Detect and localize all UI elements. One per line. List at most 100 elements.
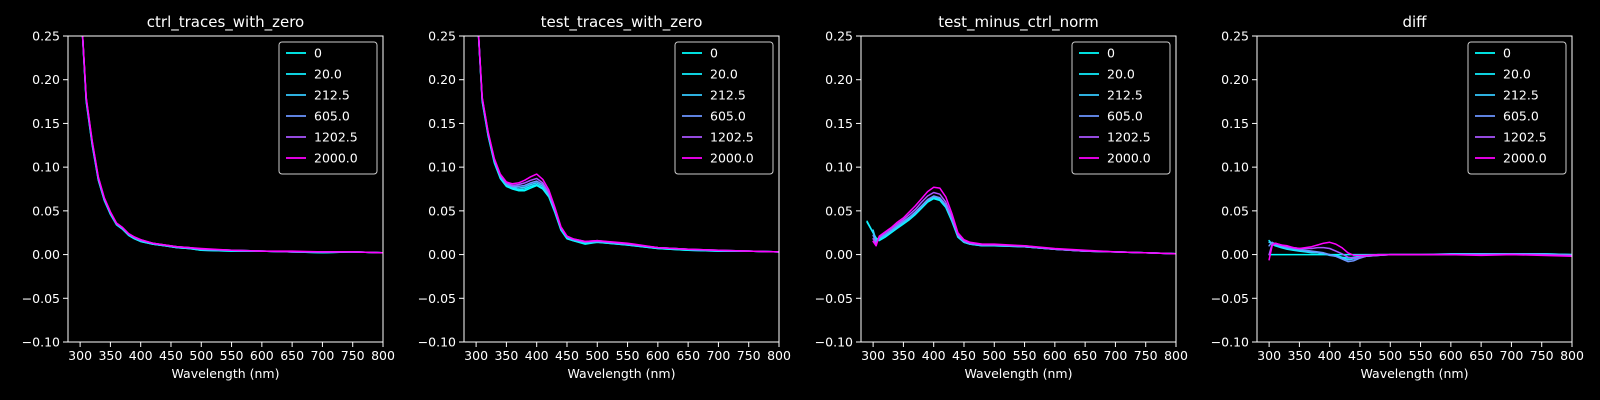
x-tick-label: 600 (646, 348, 670, 363)
y-tick-label: 0.15 (1221, 116, 1249, 131)
y-tick-label: 0.05 (32, 203, 60, 218)
chart-title: ctrl_traces_with_zero (147, 13, 304, 32)
x-tick-label: 650 (1469, 348, 1493, 363)
chart-panel-2: 300 350 400 450 500 550 600 650 700 750 800 −0.10 −0… (418, 13, 791, 381)
series-group (1268, 239, 1572, 263)
x-tick-label: 400 (129, 348, 153, 363)
x-axis-label: Wavelength (nm) (965, 366, 1073, 381)
legend-label: 20.0 (1107, 67, 1135, 82)
legend-label: 2000.0 (1107, 151, 1151, 166)
y-tick-label: 0.25 (1221, 29, 1249, 44)
legend-label: 212.5 (1503, 88, 1539, 103)
axes-frame (1256, 35, 1573, 343)
y-tick-label: −0.05 (1211, 291, 1249, 306)
x-tick-label: 450 (952, 348, 976, 363)
legend-label: 605.0 (1503, 109, 1539, 124)
x-tick-label: 650 (1073, 348, 1097, 363)
legend: 0 20.0 212.5 605.0 1202.5 2000.0 (674, 41, 774, 175)
legend: 0 20.0 212.5 605.0 1202.5 2000.0 (1467, 41, 1567, 175)
legend-label: 2000.0 (710, 151, 754, 166)
y-tick-label: −0.10 (22, 335, 60, 350)
x-tick-label: 300 (861, 348, 885, 363)
x-tick-label: 750 (341, 348, 365, 363)
x-tick-label: 600 (250, 348, 274, 363)
y-tick-label: 0.20 (32, 72, 60, 87)
x-tick-label: 650 (280, 348, 304, 363)
axes-frame (463, 35, 780, 343)
y-tick-label: 0.00 (825, 247, 853, 262)
y-tick-label: 0.20 (825, 72, 853, 87)
x-tick-label: 550 (220, 348, 244, 363)
x-tick-label: 450 (1348, 348, 1372, 363)
x-tick-label: 550 (1013, 348, 1037, 363)
x-tick-label: 800 (767, 348, 791, 363)
legend-box (674, 41, 774, 175)
x-tick-label: 800 (1164, 348, 1188, 363)
y-tick-label: 0.10 (428, 160, 456, 175)
x-tick-label: 350 (891, 348, 915, 363)
x-tick-label: 500 (982, 348, 1006, 363)
x-tick-label: 500 (585, 348, 609, 363)
x-tick-label: 450 (555, 348, 579, 363)
x-tick-label: 450 (159, 348, 183, 363)
legend-box (1071, 41, 1171, 175)
legend-label: 0 (1107, 46, 1115, 61)
chart-panel-1: 300 350 400 450 500 550 600 650 700 750 800 −0.10 −0… (22, 13, 395, 381)
x-tick-label: 600 (1043, 348, 1067, 363)
y-tick-label: 0.15 (428, 116, 456, 131)
series-group (477, 36, 779, 253)
x-tick-label: 750 (1134, 348, 1158, 363)
legend-label: 1202.5 (1107, 130, 1151, 145)
x-tick-label: 550 (1409, 348, 1433, 363)
legend-label: 212.5 (710, 88, 746, 103)
y-tick-label: 0.05 (428, 203, 456, 218)
legend-label: 0 (314, 46, 322, 61)
legend-label: 2000.0 (314, 151, 358, 166)
x-tick-label: 700 (1103, 348, 1127, 363)
x-axis-label: Wavelength (nm) (568, 366, 676, 381)
series-group (81, 36, 383, 254)
y-tick-label: 0.10 (825, 160, 853, 175)
legend-box (1467, 41, 1567, 175)
y-tick-label: 0.05 (825, 203, 853, 218)
chart-title: test_minus_ctrl_norm (938, 13, 1099, 32)
y-tick-label: 0.15 (825, 116, 853, 131)
y-tick-label: 0.15 (32, 116, 60, 131)
series-line-2000-0 (872, 186, 1176, 255)
x-axis-label: Wavelength (nm) (1361, 366, 1469, 381)
x-tick-label: 350 (1287, 348, 1311, 363)
series-line-2000-0 (1268, 241, 1572, 261)
x-tick-label: 550 (616, 348, 640, 363)
x-tick-label: 750 (737, 348, 761, 363)
x-tick-label: 500 (1378, 348, 1402, 363)
legend-label: 20.0 (1503, 67, 1531, 82)
x-tick-label: 400 (525, 348, 549, 363)
legend-label: 212.5 (314, 88, 350, 103)
y-tick-label: 0.10 (1221, 160, 1249, 175)
y-tick-label: −0.10 (1211, 335, 1249, 350)
x-tick-label: 350 (98, 348, 122, 363)
x-tick-label: 300 (464, 348, 488, 363)
legend-label: 2000.0 (1503, 151, 1547, 166)
legend-label: 20.0 (710, 67, 738, 82)
y-tick-label: −0.05 (418, 291, 456, 306)
x-tick-label: 400 (1318, 348, 1342, 363)
chart-title: diff (1402, 13, 1427, 31)
legend-label: 0 (1503, 46, 1511, 61)
x-tick-label: 600 (1439, 348, 1463, 363)
legend-box (278, 41, 378, 175)
y-tick-label: −0.10 (815, 335, 853, 350)
x-tick-label: 800 (371, 348, 395, 363)
x-tick-label: 650 (676, 348, 700, 363)
legend-label: 605.0 (314, 109, 350, 124)
y-tick-label: 0.05 (1221, 203, 1249, 218)
series-group (866, 186, 1176, 255)
x-tick-label: 350 (494, 348, 518, 363)
chart-panel-4: 300 350 400 450 500 550 600 650 700 750 800 −0.10 −0… (1211, 13, 1584, 381)
x-tick-label: 700 (706, 348, 730, 363)
legend-label: 1202.5 (1503, 130, 1547, 145)
axes-frame (67, 35, 384, 343)
legend-label: 0 (710, 46, 718, 61)
series-line-2000-0 (477, 36, 779, 253)
